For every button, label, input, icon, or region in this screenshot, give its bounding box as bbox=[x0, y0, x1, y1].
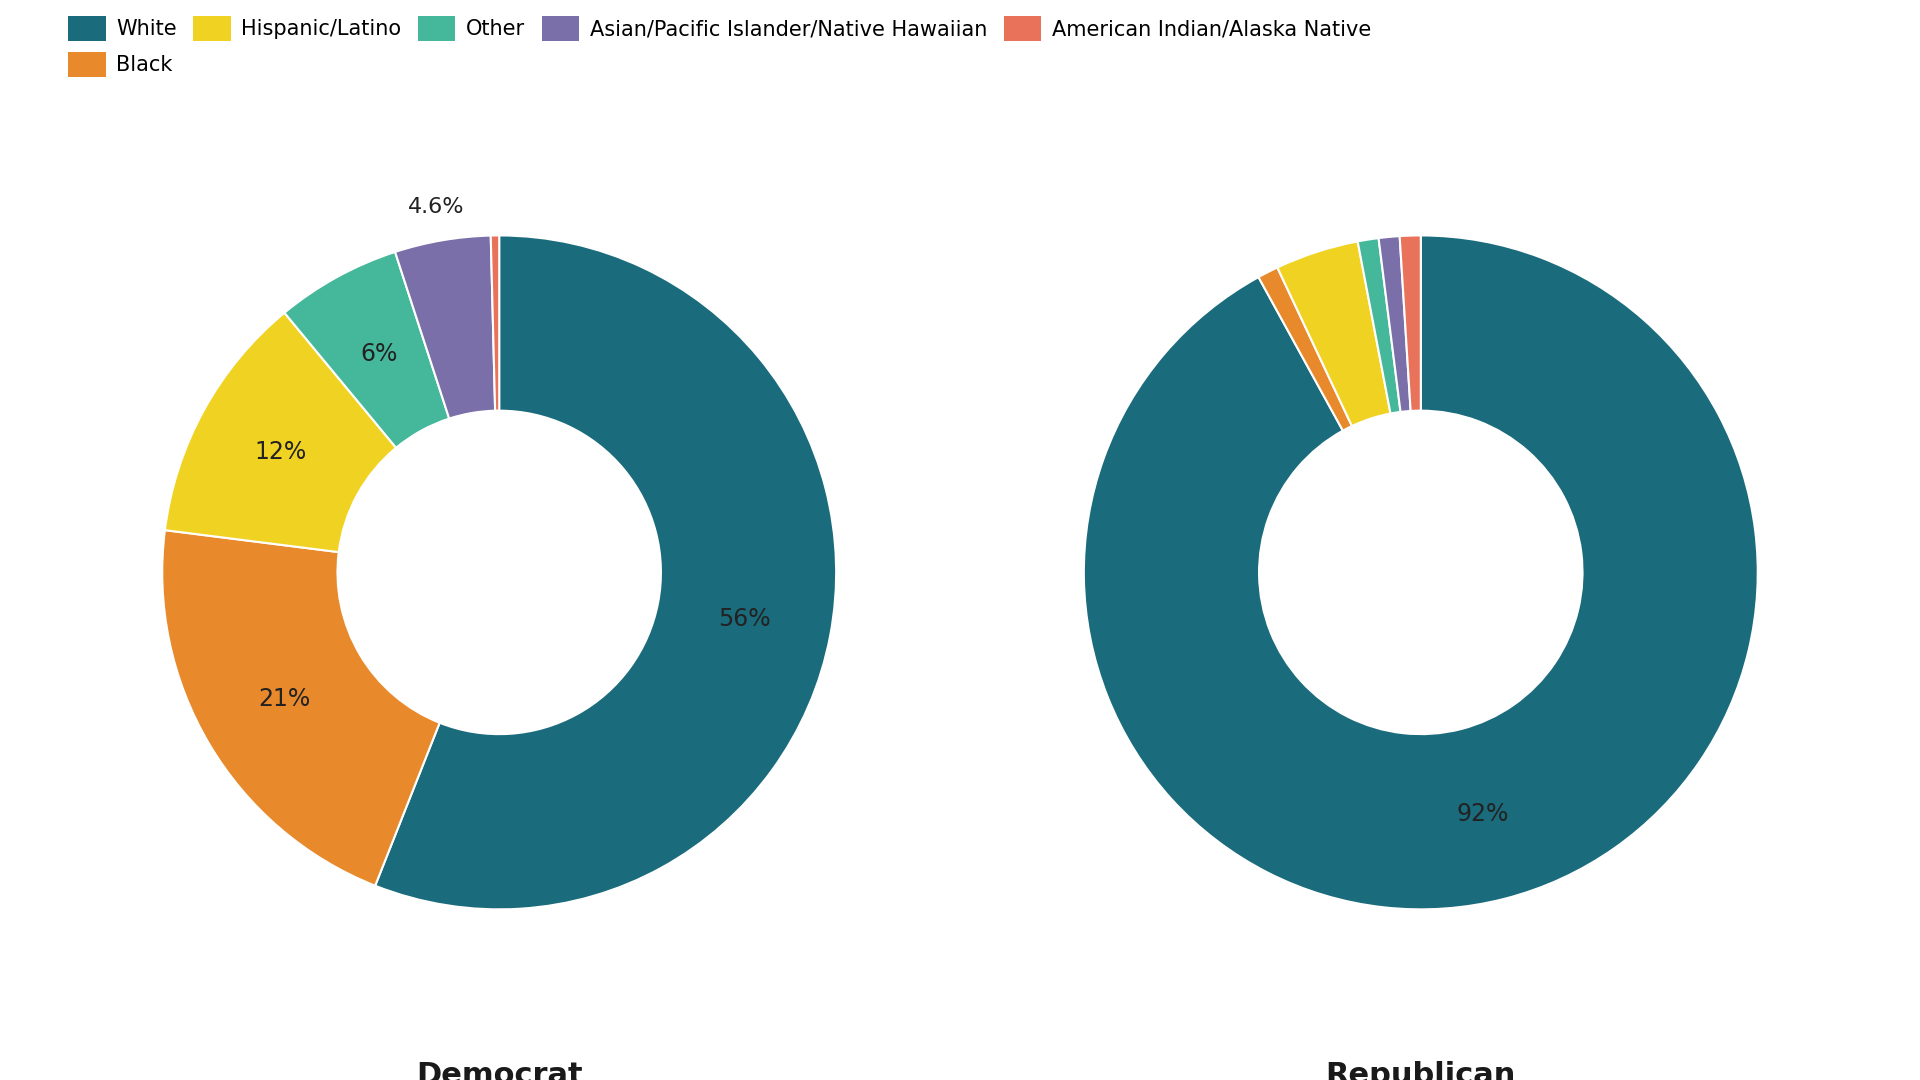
Wedge shape bbox=[1379, 237, 1411, 411]
Text: Republican: Republican bbox=[1325, 1061, 1517, 1080]
Wedge shape bbox=[492, 235, 499, 410]
Text: 4.6%: 4.6% bbox=[409, 197, 465, 217]
Text: 12%: 12% bbox=[255, 441, 307, 464]
Text: 21%: 21% bbox=[259, 687, 311, 712]
Wedge shape bbox=[163, 530, 440, 886]
Wedge shape bbox=[374, 235, 835, 909]
Wedge shape bbox=[165, 313, 396, 552]
Legend: White, Black, Hispanic/Latino, Other, Asian/Pacific Islander/Native Hawaiian, Am: White, Black, Hispanic/Latino, Other, As… bbox=[67, 16, 1371, 77]
Text: 92%: 92% bbox=[1457, 802, 1509, 826]
Wedge shape bbox=[1085, 235, 1757, 909]
Text: 6%: 6% bbox=[361, 342, 397, 366]
Wedge shape bbox=[1277, 242, 1390, 426]
Wedge shape bbox=[284, 252, 449, 448]
Text: Democrat: Democrat bbox=[417, 1061, 582, 1080]
Wedge shape bbox=[396, 235, 495, 419]
Text: 56%: 56% bbox=[718, 607, 770, 631]
Wedge shape bbox=[1400, 235, 1421, 411]
Wedge shape bbox=[1357, 238, 1400, 414]
Wedge shape bbox=[1258, 268, 1352, 431]
